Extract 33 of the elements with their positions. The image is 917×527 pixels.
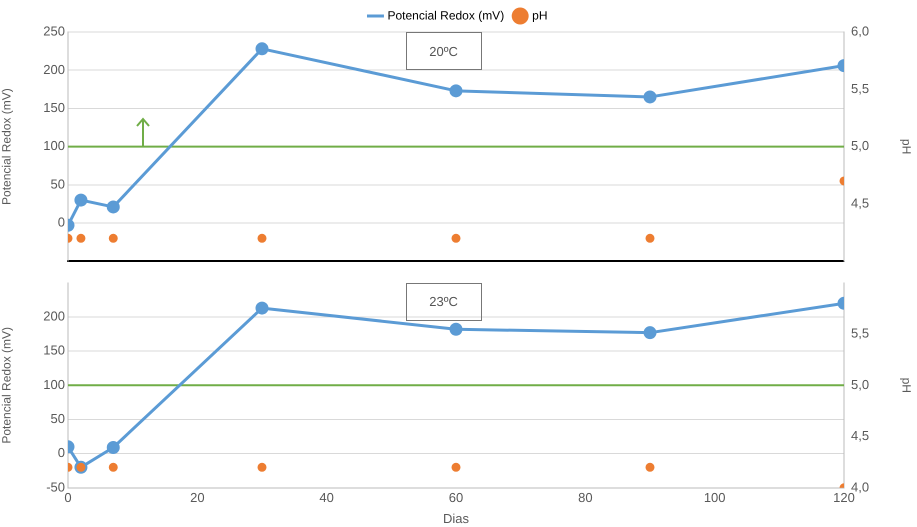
y2-axis-title: pH	[899, 378, 914, 393]
y2-tick-label: 5,0	[851, 138, 870, 154]
text-box: 23ºC	[406, 282, 482, 321]
x-axis-title: Dias	[442, 510, 470, 526]
y2-tick-label: 4,5	[851, 195, 870, 210]
y2-tick-label: 5,5	[851, 80, 870, 96]
y-tick-label: 250	[43, 24, 65, 39]
y-axis-title: Potencial Redox (mV)	[0, 88, 14, 205]
y-tick-label: 200	[43, 62, 65, 77]
y2-tick-label: 6,0	[851, 24, 870, 39]
y2-axis-title: pH	[899, 138, 914, 154]
legend-label: Potencial Redox (mV)	[387, 8, 504, 22]
x-tick-label: 60	[448, 490, 464, 506]
y2-tick-label: 4,5	[851, 428, 870, 444]
legend-label: pH	[532, 8, 548, 22]
y-tick-label: 150	[43, 342, 65, 358]
y-tick-label: 100	[43, 138, 65, 154]
y-tick-label: 0	[58, 445, 65, 460]
x-tick-label: 40	[319, 490, 334, 506]
y2-tick-label: 5,0	[851, 376, 870, 392]
x-tick-label: 100	[704, 490, 726, 506]
y-tick-label: 50	[50, 411, 65, 426]
x-tick-label: 20	[190, 490, 205, 506]
y-tick-label: 150	[43, 100, 65, 115]
y-tick-label: 100	[43, 376, 65, 392]
y-axis-title: Potencial Redox (mV)	[0, 326, 14, 444]
y-tick-label: -50	[46, 479, 65, 494]
y-tick-label: 0	[58, 214, 65, 230]
y2-tick-label: 5,5	[851, 326, 870, 341]
y-tick-label: 50	[50, 176, 65, 192]
text-box: 20ºC	[406, 32, 482, 70]
y-tick-label: 200	[43, 308, 65, 324]
x-tick-label: 80	[578, 490, 593, 506]
